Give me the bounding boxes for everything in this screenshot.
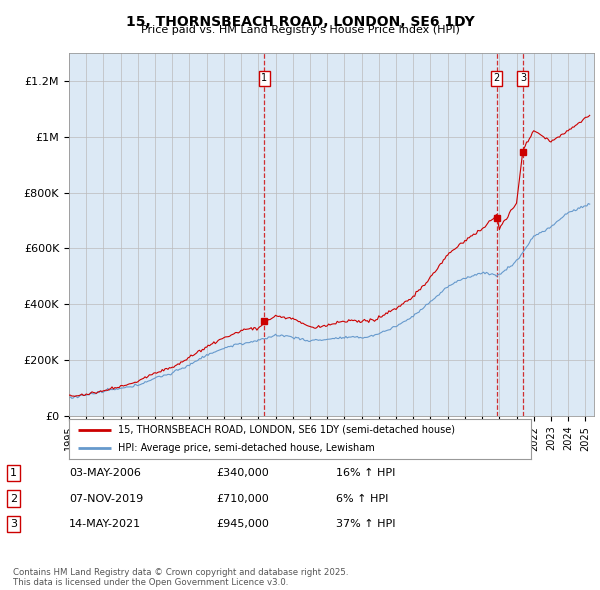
- Text: 37% ↑ HPI: 37% ↑ HPI: [336, 519, 395, 529]
- Text: 1: 1: [10, 468, 17, 478]
- Text: £340,000: £340,000: [216, 468, 269, 478]
- Text: 15, THORNSBEACH ROAD, LONDON, SE6 1DY: 15, THORNSBEACH ROAD, LONDON, SE6 1DY: [125, 15, 475, 29]
- Text: 2: 2: [494, 73, 500, 83]
- Text: £945,000: £945,000: [216, 519, 269, 529]
- Text: 16% ↑ HPI: 16% ↑ HPI: [336, 468, 395, 478]
- Text: 2: 2: [10, 494, 17, 503]
- Text: HPI: Average price, semi-detached house, Lewisham: HPI: Average price, semi-detached house,…: [118, 443, 374, 453]
- Text: 6% ↑ HPI: 6% ↑ HPI: [336, 494, 388, 503]
- Text: 3: 3: [10, 519, 17, 529]
- Text: £710,000: £710,000: [216, 494, 269, 503]
- Text: Price paid vs. HM Land Registry's House Price Index (HPI): Price paid vs. HM Land Registry's House …: [140, 25, 460, 35]
- Text: 15, THORNSBEACH ROAD, LONDON, SE6 1DY (semi-detached house): 15, THORNSBEACH ROAD, LONDON, SE6 1DY (s…: [118, 425, 455, 435]
- Text: 07-NOV-2019: 07-NOV-2019: [69, 494, 143, 503]
- Text: 3: 3: [520, 73, 526, 83]
- Text: 1: 1: [261, 73, 267, 83]
- Text: 03-MAY-2006: 03-MAY-2006: [69, 468, 141, 478]
- Text: 14-MAY-2021: 14-MAY-2021: [69, 519, 141, 529]
- Text: Contains HM Land Registry data © Crown copyright and database right 2025.
This d: Contains HM Land Registry data © Crown c…: [13, 568, 349, 587]
